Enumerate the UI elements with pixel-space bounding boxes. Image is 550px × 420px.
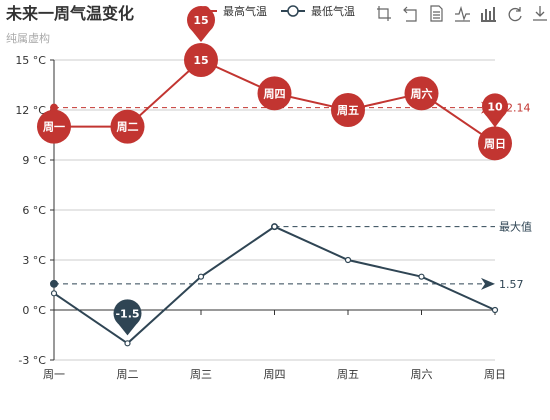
data-point (344, 256, 352, 264)
y-tick-label: -3 °C (18, 354, 46, 367)
y-tick-label: 3 °C (22, 254, 46, 267)
point-label-bubble: 周一 (37, 109, 71, 144)
point-label-bubble-label: 周一 (43, 121, 65, 134)
y-tick-label: 15 °C (15, 54, 46, 67)
max-value-pin-label: 15 (193, 14, 208, 27)
average-line-start (50, 279, 58, 288)
average-line-arrow (481, 277, 495, 290)
min-value-pin-label: 10 (487, 100, 503, 113)
point-label-bubble-label: 周六 (411, 86, 433, 100)
max-value-pin-circle (187, 6, 215, 34)
point-label-bubble: 周二 (110, 109, 145, 144)
point-label-bubble: 周四 (257, 76, 292, 111)
save-image-icon-shape (533, 6, 547, 21)
y-tick-label: 9 °C (22, 154, 46, 167)
legend-symbol (287, 5, 299, 17)
data-view-icon[interactable] (427, 4, 446, 23)
point-label-bubble-label: 周二 (117, 121, 139, 134)
min-point-bubble-label: 周日 (484, 137, 506, 150)
point-label-bubble: 周五 (331, 93, 365, 127)
bar-chart-icon[interactable] (479, 4, 498, 23)
min-point-bubble-circle (478, 126, 512, 161)
point-label-bubble-circle (110, 109, 145, 144)
data-point (271, 223, 278, 230)
min-value-pin-circle (113, 299, 142, 328)
x-tick-label: 周三 (190, 368, 212, 381)
y-tick-label: 12 °C (15, 104, 46, 117)
min-value-pin-circle (482, 93, 508, 120)
legend-label: 最高气温 (223, 4, 267, 18)
legend-item[interactable]: 最低气温 (281, 4, 355, 18)
data-view-icon-hit[interactable] (427, 4, 446, 23)
data-point (197, 273, 205, 280)
max-value-pin: 15 (187, 6, 215, 42)
chart-subtitle: 纯属虚构 (6, 31, 50, 45)
legend-label: 最低气温 (311, 4, 355, 18)
data-point (491, 306, 499, 314)
x-tick-label: 周二 (117, 368, 139, 381)
zoom-icon-hit[interactable] (375, 4, 394, 23)
zoom-icon[interactable] (375, 4, 394, 23)
point-label-bubble-label: 周四 (264, 87, 286, 100)
x-tick-label: 周一 (43, 368, 65, 381)
data-point (50, 290, 58, 297)
zoom-icon-shape (377, 6, 391, 21)
y-tick-label: 6 °C (22, 204, 46, 217)
zoom-reset-icon[interactable] (401, 4, 420, 23)
x-tick-label: 周日 (484, 368, 506, 381)
point-label-bubble-circle (37, 109, 71, 144)
point-label-bubble-circle (331, 93, 365, 127)
min-value-pin: -1.5 (113, 299, 142, 336)
point-label-bubble-circle (404, 76, 439, 111)
x-tick-label: 周四 (264, 368, 286, 381)
data-view-icon-shape (430, 5, 443, 22)
restore-icon-shape (508, 7, 522, 22)
line-chart-icon[interactable] (453, 4, 472, 23)
bar-chart-icon-shape (481, 7, 496, 22)
point-label-bubble-circle (257, 76, 292, 111)
min-value-pin-label: -1.5 (115, 307, 139, 320)
data-point (124, 340, 131, 347)
min-point-bubble: 周日 (478, 126, 512, 161)
average-line-start (50, 103, 58, 112)
max-point-bubble-circle (184, 43, 218, 77)
toolbox (375, 4, 550, 23)
chart-title: 未来一周气温变化 (5, 4, 134, 23)
save-image-icon[interactable] (531, 4, 550, 23)
line-chart-icon-shape (455, 5, 470, 22)
zoom-reset-icon-shape (403, 6, 417, 22)
point-label-bubble: 周六 (404, 76, 439, 111)
point-label-bubble-label: 周五 (337, 104, 359, 117)
max-point-bubble: 15 (184, 43, 218, 77)
x-tick-label: 周五 (337, 368, 359, 381)
average-line-label: 1.57 (499, 278, 524, 291)
data-point (418, 273, 425, 280)
max-line-label: 最大值 (499, 220, 532, 234)
x-tick-label: 周六 (411, 368, 433, 381)
restore-icon[interactable] (505, 4, 524, 23)
min-value-pin: 10 (482, 93, 508, 128)
legend: 最高气温 最低气温 (193, 4, 355, 18)
y-tick-label: 0 °C (22, 304, 46, 317)
max-point-bubble-label: 15 (193, 54, 208, 67)
zoom-reset-icon-hit[interactable] (401, 4, 420, 23)
